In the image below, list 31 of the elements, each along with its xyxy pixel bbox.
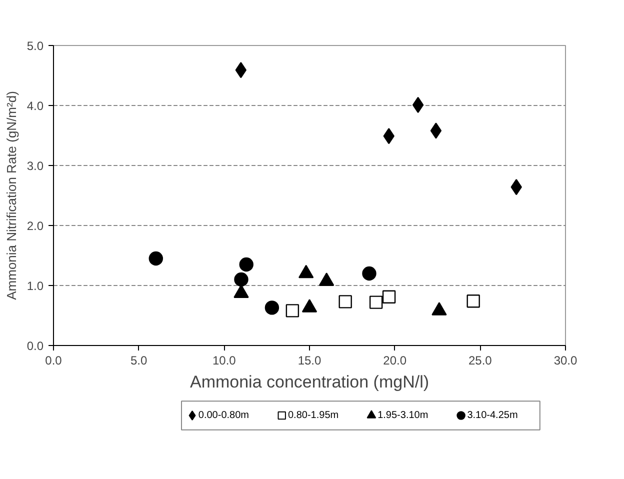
point xyxy=(338,295,352,308)
y-axis-title: Ammonia Nitrification Rate (gN/m²d) xyxy=(4,91,19,300)
point xyxy=(466,294,480,308)
x-tick-label: 5.0 xyxy=(130,354,148,368)
legend-label: 0.00-0.80m xyxy=(198,410,249,421)
x-tick-label: 30.0 xyxy=(554,354,578,368)
y-tick-label: 4.0 xyxy=(26,99,44,113)
y-tick-label: 1.0 xyxy=(26,279,44,293)
y-tick-label: 0.0 xyxy=(26,339,44,353)
legend-label: 0.80-1.95m xyxy=(288,410,339,421)
point xyxy=(412,96,424,113)
x-axis-title: Ammonia concentration (mgN/l) xyxy=(190,372,430,392)
x-tick-label: 10.0 xyxy=(212,354,236,368)
y-tick-label: 3.0 xyxy=(26,159,44,173)
point xyxy=(362,266,376,281)
x-tick-label: 20.0 xyxy=(383,354,407,368)
x-tick-label: 15.0 xyxy=(298,354,322,368)
point xyxy=(234,272,248,287)
point xyxy=(264,300,280,315)
y-tick-label: 5.0 xyxy=(26,39,44,53)
point xyxy=(239,257,254,272)
point xyxy=(369,296,383,309)
legend-label: 1.95-3.10m xyxy=(378,410,428,421)
point xyxy=(430,122,442,139)
point xyxy=(382,290,396,304)
y-tick-label: 2.0 xyxy=(26,219,44,233)
x-tick-label: 25.0 xyxy=(468,354,492,368)
point xyxy=(148,251,163,266)
legend-label: 3.10-4.25m xyxy=(467,410,518,421)
x-tick-label: 0.0 xyxy=(45,354,62,368)
point xyxy=(286,304,300,318)
